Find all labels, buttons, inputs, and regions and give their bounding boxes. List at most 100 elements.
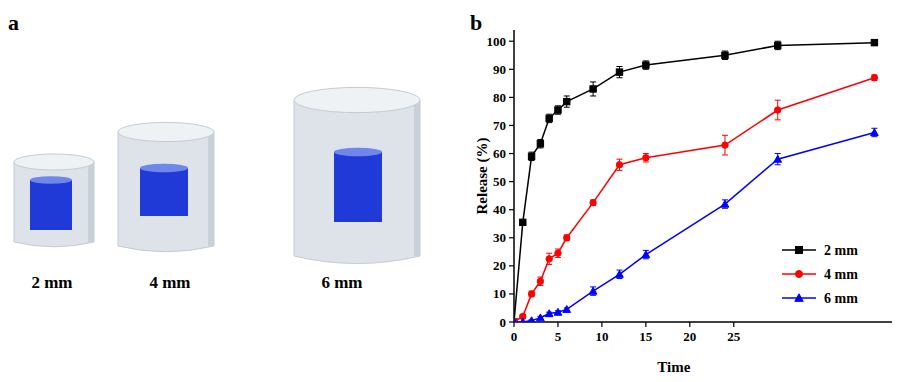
error-cap xyxy=(537,277,543,278)
error-cap xyxy=(555,105,561,106)
cylinder xyxy=(14,154,94,247)
x-tick-label: 5 xyxy=(555,329,562,344)
data-point xyxy=(520,219,526,225)
legend-label: 2 mm xyxy=(824,243,858,258)
cylinder-top xyxy=(294,87,420,112)
panel-label: b xyxy=(470,10,482,35)
data-point xyxy=(554,308,562,315)
error-bar xyxy=(537,277,543,285)
series xyxy=(514,39,878,322)
x-tick-label: 15 xyxy=(639,329,653,344)
error-bar xyxy=(871,40,877,46)
error-cap xyxy=(643,258,649,259)
x-tick xyxy=(689,322,690,327)
cylinder xyxy=(118,122,214,251)
data-point xyxy=(555,250,561,256)
data-point xyxy=(546,115,552,121)
y-tick xyxy=(509,237,514,238)
x-tick xyxy=(557,322,558,327)
data-point xyxy=(589,287,597,294)
error-bar xyxy=(722,200,728,208)
data-point xyxy=(643,62,649,68)
error-cap xyxy=(564,107,570,108)
caption: 6 mm xyxy=(321,273,362,292)
drug-core xyxy=(334,152,382,222)
y-tick-label: 80 xyxy=(493,90,506,105)
drug-core xyxy=(140,168,188,216)
error-bar xyxy=(616,159,622,170)
error-cap xyxy=(616,159,622,160)
legend-marker xyxy=(796,247,803,254)
x-tick xyxy=(733,322,734,327)
cylinder-body xyxy=(294,100,420,264)
data-point xyxy=(555,107,561,113)
error-cap xyxy=(722,59,728,60)
error-cap xyxy=(616,278,622,279)
data-point xyxy=(564,235,570,241)
y-tick xyxy=(509,125,514,126)
error-cap xyxy=(546,114,552,115)
error-cap xyxy=(871,136,877,137)
error-cap xyxy=(616,77,622,78)
error-cap xyxy=(722,51,728,52)
data-point xyxy=(616,270,624,277)
drug-core-top xyxy=(30,176,72,184)
data-point xyxy=(528,153,534,159)
series-line xyxy=(514,132,874,322)
figure: ab2 mm4 mm6 mm01020304050607080901000510… xyxy=(0,0,897,382)
error-bar xyxy=(775,154,781,165)
error-bar xyxy=(555,249,561,257)
error-cap xyxy=(775,49,781,50)
error-bar xyxy=(564,235,570,241)
data-point xyxy=(563,306,571,313)
data-point xyxy=(722,142,728,148)
data-point xyxy=(643,155,649,161)
x-tick xyxy=(645,322,646,327)
error-bar xyxy=(564,96,570,107)
data-point xyxy=(519,318,527,322)
error-cap xyxy=(555,257,561,258)
data-point xyxy=(537,314,545,321)
data-point xyxy=(721,200,729,207)
error-bar xyxy=(643,61,649,69)
error-cap xyxy=(643,60,649,61)
y-tick xyxy=(509,153,514,154)
data-point xyxy=(642,251,650,258)
y-tick xyxy=(509,181,514,182)
x-axis xyxy=(514,321,892,323)
x-axis-label: Time xyxy=(657,359,690,375)
error-cap xyxy=(555,114,561,115)
drug-core-top xyxy=(334,148,382,157)
error-cap xyxy=(529,152,535,153)
data-point xyxy=(590,86,596,92)
data-point xyxy=(564,98,570,104)
caption: 2 mm xyxy=(31,273,72,292)
data-point xyxy=(616,69,622,75)
cylinder-top xyxy=(14,154,94,170)
diagram: 2 mm4 mm6 mm xyxy=(14,87,420,292)
data-point xyxy=(722,52,728,58)
y-tick-label: 100 xyxy=(487,34,507,49)
y-axis xyxy=(513,30,515,322)
error-bar xyxy=(871,75,877,81)
data-point xyxy=(514,319,517,322)
legend-marker xyxy=(796,271,803,278)
plot-data xyxy=(514,39,878,322)
data-point xyxy=(871,129,879,136)
data-point xyxy=(528,317,536,322)
y-tick-label: 20 xyxy=(493,258,506,273)
legend-label: 6 mm xyxy=(824,291,858,306)
y-tick xyxy=(509,69,514,70)
error-bar xyxy=(775,100,781,120)
x-tick xyxy=(601,322,602,327)
error-cap xyxy=(537,285,543,286)
error-cap xyxy=(616,170,622,171)
error-cap xyxy=(643,161,649,162)
y-tick xyxy=(509,321,514,322)
error-cap xyxy=(722,154,728,155)
cylinder-top xyxy=(118,122,214,141)
data-point xyxy=(528,291,534,297)
series-line xyxy=(514,43,874,322)
error-bar xyxy=(546,253,552,264)
error-bar xyxy=(616,270,622,278)
